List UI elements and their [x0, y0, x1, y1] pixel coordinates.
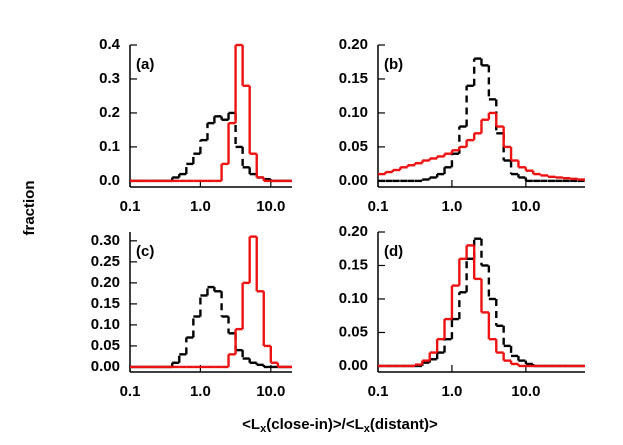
panel-label: (d) — [384, 243, 403, 260]
x-tick-label: 10.0 — [256, 383, 285, 400]
x-label-part: <L — [242, 416, 260, 433]
y-tick-label: 0.15 — [339, 256, 368, 273]
y-tick-label: 0.20 — [339, 36, 368, 53]
y-tick-label: 0.10 — [91, 316, 120, 333]
y-tick-label: 0.05 — [339, 323, 368, 340]
x-tick-label: 1.0 — [190, 383, 211, 400]
y-tick-label: 0.3 — [99, 70, 120, 87]
x-tick-label: 0.1 — [120, 383, 141, 400]
x-label-part: (close-in)>/<L — [266, 416, 364, 433]
y-tick-label: 0.15 — [339, 70, 368, 87]
x-tick-label: 1.0 — [441, 198, 462, 215]
y-tick-label: 0.2 — [99, 104, 120, 121]
y-tick-label: 0.00 — [91, 358, 120, 375]
y-tick-label: 0.05 — [91, 337, 120, 354]
x-tick-label: 10.0 — [256, 198, 285, 215]
panel-label: (a) — [136, 56, 154, 73]
y-tick-label: 0.1 — [99, 138, 120, 155]
y-tick-label: 0.0 — [99, 172, 120, 189]
x-tick-label: 1.0 — [190, 198, 211, 215]
y-tick-label: 0.4 — [99, 36, 121, 53]
x-tick-label: 1.0 — [441, 383, 462, 400]
x-tick-label: 10.0 — [511, 198, 540, 215]
y-tick-label: 0.20 — [339, 223, 368, 240]
x-label-sub: x — [364, 423, 371, 435]
y-tick-label: 0.00 — [339, 357, 368, 374]
y-tick-label: 0.00 — [339, 172, 368, 189]
x-tick-label: 0.1 — [368, 198, 389, 215]
y-tick-label: 0.05 — [339, 138, 368, 155]
x-tick-label: 0.1 — [120, 198, 141, 215]
x-label-sub: x — [260, 423, 267, 435]
x-axis-label: <Lx(close-in)>/<Lx(distant)> — [242, 416, 438, 435]
x-label-part: (distant)> — [370, 416, 438, 433]
x-tick-label: 0.1 — [368, 383, 389, 400]
y-tick-label: 0.25 — [91, 253, 120, 270]
panel-label: (c) — [136, 243, 154, 260]
y-axis-label: fraction — [21, 180, 38, 235]
y-tick-label: 0.30 — [91, 232, 120, 249]
x-tick-label: 10.0 — [511, 383, 540, 400]
panel-label: (b) — [384, 56, 403, 73]
y-tick-label: 0.10 — [339, 290, 368, 307]
y-tick-label: 0.15 — [91, 295, 120, 312]
y-tick-label: 0.10 — [339, 104, 368, 121]
y-tick-label: 0.20 — [91, 274, 120, 291]
